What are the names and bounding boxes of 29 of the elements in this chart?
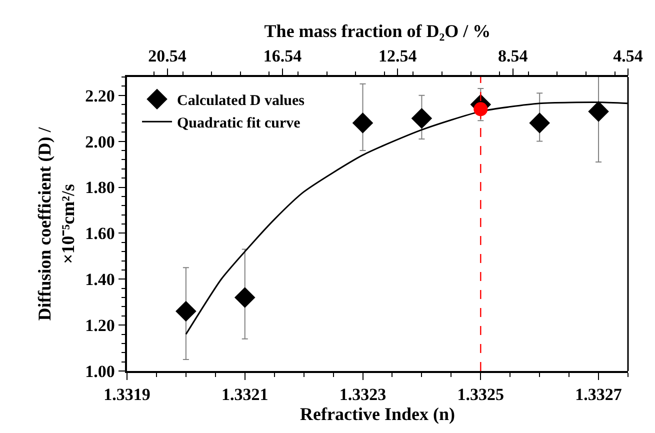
x2-tick-label: 20.54 <box>148 46 187 66</box>
y-tick-label: 2.20 <box>85 86 115 106</box>
point <box>411 108 432 129</box>
y-tick-label: 1.40 <box>85 270 115 290</box>
y-tick-label: 1.60 <box>85 224 115 244</box>
legend-label: Quadratic fit curve <box>177 115 301 132</box>
x2-tick-label: 16.54 <box>263 46 302 66</box>
x2-axis-title: The mass fraction of D₂O / % <box>264 21 491 42</box>
point <box>474 102 488 116</box>
y-axis-title: Diffusion coefficient (D) / ×10⁻⁵cm²/s <box>34 126 78 321</box>
x-tick-label: 1.3323 <box>339 385 386 404</box>
legend-label: Calculated D values <box>177 92 305 109</box>
point <box>588 101 609 122</box>
y-tick-label: 1.80 <box>85 178 115 198</box>
y-tick-label: 1.20 <box>85 316 115 336</box>
x-axis-title: Refractive Index (n) <box>300 404 455 424</box>
y-tick-label: 2.00 <box>85 132 115 152</box>
x2-tick-label: 12.54 <box>378 46 418 66</box>
point <box>352 112 374 134</box>
point <box>234 287 256 308</box>
x2-tick-label: 4.54 <box>613 46 644 66</box>
point <box>176 300 196 322</box>
x2-tick-label: 8.54 <box>498 46 528 66</box>
y-tick-label: 1.00 <box>85 362 115 381</box>
x-tick-label: 1.3325 <box>457 385 504 404</box>
x-tick-label: 1.3327 <box>575 385 622 404</box>
x-tick-label: 1.3319 <box>104 385 150 404</box>
x-tick-label: 1.3321 <box>222 385 268 404</box>
point <box>529 112 550 134</box>
